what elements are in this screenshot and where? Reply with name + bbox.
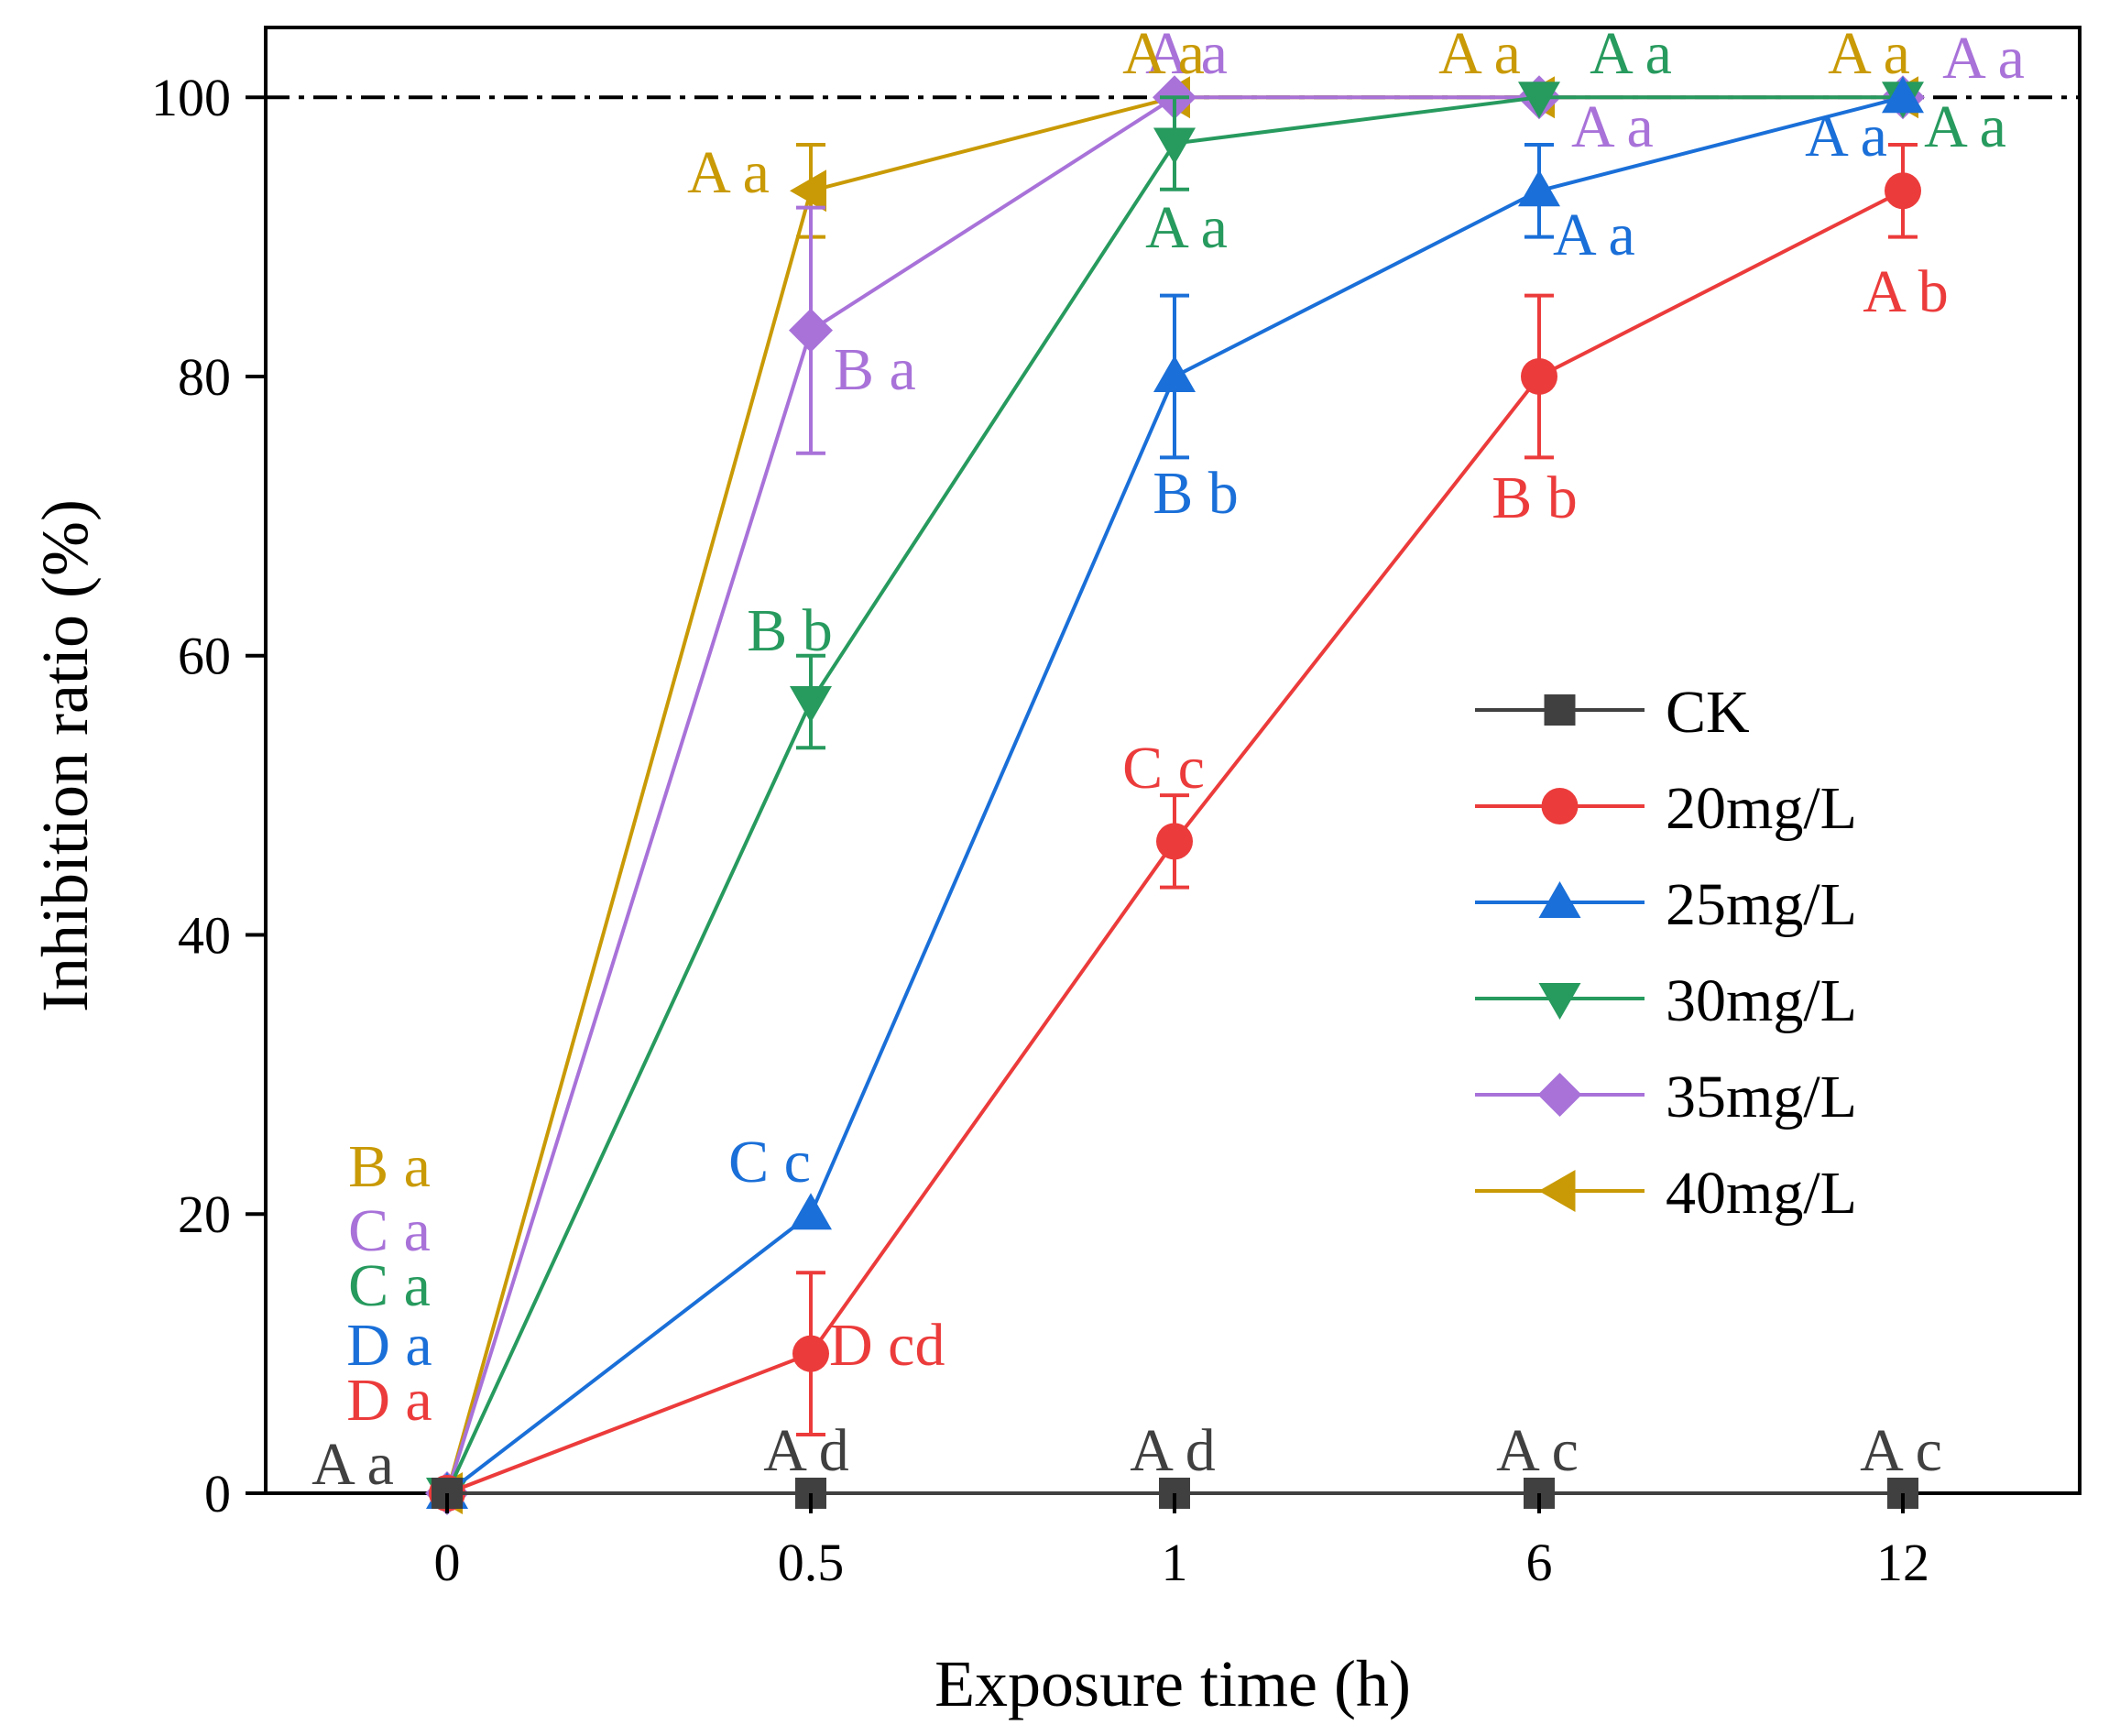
series-2 — [426, 76, 1924, 1509]
legend-item: 30mg/L — [1475, 967, 1857, 1034]
significance-letter: A a — [1145, 194, 1228, 261]
legend-label: 25mg/L — [1666, 871, 1857, 938]
significance-letter: A c — [1860, 1417, 1942, 1484]
x-axis-title: Exposure time (h) — [934, 1647, 1411, 1720]
significance-letter: D a — [346, 1367, 432, 1434]
legend-item: 35mg/L — [1475, 1064, 1857, 1130]
legend-label: 20mg/L — [1666, 775, 1857, 842]
significance-letter: A a — [1553, 202, 1635, 268]
legend: CK 20mg/L 25mg/L 30mg/L 35mg/L 40mg/L — [1475, 679, 1857, 1227]
legend-label: CK — [1666, 679, 1750, 746]
significance-letter: A a — [1828, 20, 1910, 87]
data-point — [1153, 355, 1196, 392]
significance-letter: B b — [1492, 464, 1578, 531]
significance-letter: B b — [747, 597, 833, 664]
legend-item: CK — [1475, 679, 1750, 746]
significance-letter: A a — [1942, 25, 2025, 92]
significance-letter: A a — [1122, 20, 1205, 87]
significance-letter: C a — [348, 1252, 431, 1319]
y-tick-label: 20 — [178, 1185, 231, 1244]
significance-letter: B a — [834, 336, 916, 403]
significance-letter: A c — [1496, 1417, 1579, 1484]
significance-letter: B a — [348, 1133, 431, 1200]
data-point — [1156, 823, 1193, 860]
data-point — [1521, 357, 1557, 395]
x-tick-label: 12 — [1876, 1533, 1929, 1592]
data-point — [1882, 76, 1924, 114]
data-point — [1518, 169, 1560, 207]
x-tick-label: 0 — [434, 1533, 461, 1592]
significance-letter: A d — [1130, 1417, 1216, 1484]
y-tick-label: 80 — [178, 347, 231, 407]
significance-letter: A a — [1805, 103, 1887, 169]
significance-letter: C c — [728, 1129, 811, 1196]
legend-marker — [1541, 788, 1579, 824]
y-tick-label: 40 — [178, 905, 231, 965]
x-tick-label: 0.5 — [778, 1533, 845, 1592]
axes-layer: 0 20 40 60 80 100 0 0.5 1 6 12 — [151, 68, 1929, 1592]
significance-letter: C a — [348, 1197, 431, 1264]
significance-letter: A a — [1924, 93, 2006, 160]
significance-letter: C c — [1122, 735, 1205, 802]
significance-letter: A a — [1438, 20, 1521, 87]
legend-marker — [1538, 1170, 1576, 1212]
y-tick-label: 60 — [178, 627, 231, 686]
legend-label: 35mg/L — [1666, 1064, 1857, 1130]
significance-letter: A a — [311, 1431, 394, 1498]
data-point — [1153, 127, 1196, 165]
significance-letter: A d — [763, 1417, 849, 1484]
y-axis-title: Inhibition ratio (%) — [28, 499, 102, 1012]
data-point — [1885, 172, 1921, 210]
significance-letters-layer: A a A d A d A c A c D a D cd C c B b A b D a C c B b… — [311, 20, 2025, 1498]
legend-marker — [1538, 881, 1581, 918]
significance-letter: A a — [687, 139, 770, 206]
x-tick-label: 6 — [1526, 1533, 1553, 1592]
legend-item: 25mg/L — [1475, 871, 1857, 938]
significance-letter: A a — [1145, 20, 1228, 87]
significance-letter: A b — [1863, 258, 1949, 325]
x-tick-label: 1 — [1162, 1533, 1188, 1592]
data-point — [790, 686, 832, 723]
y-tick-label: 0 — [204, 1464, 231, 1523]
significance-letter: D a — [346, 1312, 432, 1379]
data-point — [1518, 82, 1560, 119]
legend-item: 20mg/L — [1475, 775, 1857, 842]
significance-letter: D cd — [829, 1312, 945, 1379]
data-point — [792, 1335, 829, 1372]
legend-marker — [1537, 1073, 1582, 1117]
legend-label: 30mg/L — [1666, 967, 1857, 1034]
data-point — [789, 308, 833, 353]
y-tick-label: 100 — [151, 68, 231, 127]
legend-item: 40mg/L — [1475, 1160, 1857, 1227]
legend-label: 40mg/L — [1666, 1160, 1857, 1227]
data-point — [790, 1193, 832, 1230]
significance-letter: B b — [1153, 460, 1239, 527]
data-point — [790, 169, 826, 213]
significance-letter: A a — [1590, 20, 1672, 87]
significance-letter: A a — [1571, 93, 1654, 160]
legend-marker — [1538, 983, 1581, 1020]
legend-marker — [1544, 694, 1576, 726]
